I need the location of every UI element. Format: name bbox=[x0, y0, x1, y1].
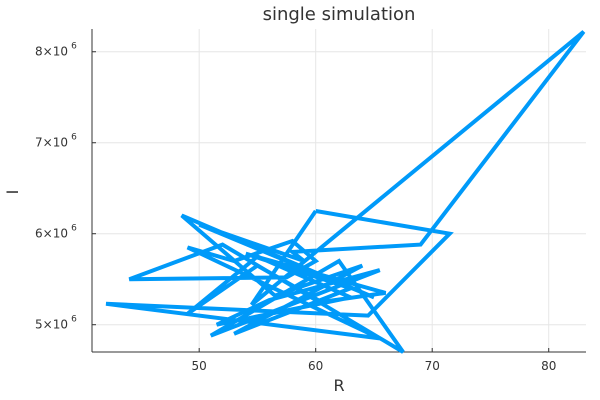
y-ticks: 5×10 66×10 67×10 68×10 6 bbox=[35, 42, 96, 332]
x-tick-label: 60 bbox=[308, 359, 323, 373]
grid bbox=[92, 29, 586, 352]
y-tick-label-base: 8×10 bbox=[35, 45, 68, 59]
x-axis-label: R bbox=[333, 376, 344, 395]
y-tick-label-base: 5×10 bbox=[35, 318, 68, 332]
x-ticks: 50 60 70 80 bbox=[192, 348, 556, 373]
x-tick-label: 80 bbox=[541, 359, 556, 373]
chart-title: single simulation bbox=[263, 4, 416, 25]
x-tick-label: 50 bbox=[192, 359, 207, 373]
axes bbox=[91, 29, 586, 353]
y-tick-label-exponent: 6 bbox=[71, 133, 77, 143]
y-axis-label: I bbox=[3, 190, 22, 195]
series-line-1 bbox=[105, 30, 586, 354]
y-tick-label: 7×10 6 bbox=[35, 133, 77, 150]
y-tick-label-exponent: 6 bbox=[71, 224, 77, 234]
series bbox=[105, 30, 586, 354]
y-tick-label: 8×10 6 bbox=[35, 42, 77, 59]
y-tick-label: 6×10 6 bbox=[35, 224, 77, 241]
y-tick-label-exponent: 6 bbox=[71, 42, 77, 52]
y-tick-label-base: 6×10 bbox=[35, 227, 68, 241]
y-tick-label: 5×10 6 bbox=[35, 315, 77, 332]
y-tick-label-exponent: 6 bbox=[71, 315, 77, 325]
y-tick-label-base: 7×10 bbox=[35, 136, 68, 150]
x-tick-label: 70 bbox=[425, 359, 440, 373]
